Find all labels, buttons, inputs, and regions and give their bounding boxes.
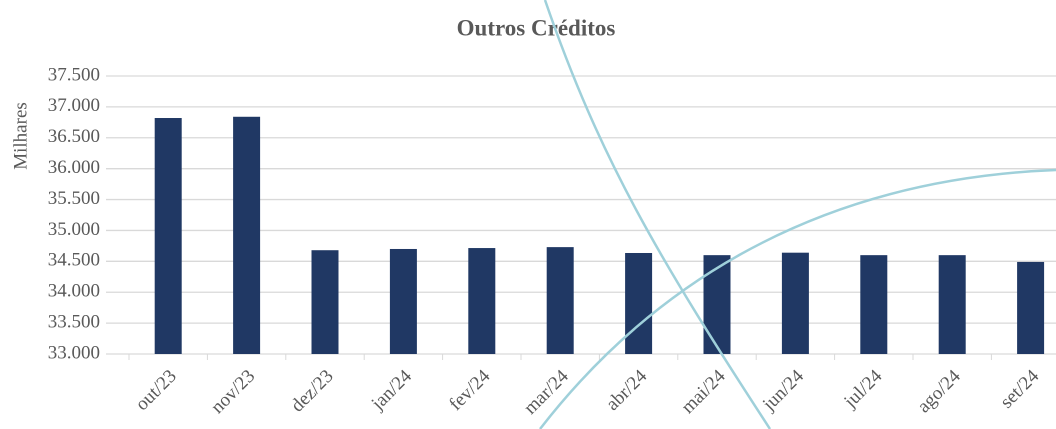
x-tick-label: jun/24 [758, 365, 808, 415]
y-tick-label: 34.000 [48, 281, 100, 302]
y-tick-label: 37.000 [48, 95, 100, 116]
bar [154, 118, 182, 355]
plot-area: 33.000 33.500 34.000 34.500 35.000 35.500 36.0… [48, 64, 1056, 419]
bar [311, 250, 339, 354]
x-tick-label: jul/24 [840, 365, 887, 412]
bar [860, 255, 888, 354]
x-tick-label: jan/24 [367, 365, 416, 414]
chart-title: Outros Créditos [457, 15, 616, 40]
bar [389, 248, 417, 354]
x-tick-label: dez/23 [287, 366, 338, 417]
bar [938, 255, 966, 354]
y-tick-label: 35.000 [48, 219, 100, 240]
bar [468, 248, 496, 354]
x-tick-label: mar/24 [520, 365, 573, 418]
x-tick-label: abr/24 [602, 365, 652, 415]
bar [703, 255, 731, 354]
y-axis-label: Milhares [10, 102, 31, 170]
y-tick-label: 37.500 [48, 64, 100, 85]
y-tick-label: 33.500 [48, 311, 100, 332]
bar [1017, 261, 1045, 354]
x-tick-label: out/23 [132, 366, 181, 415]
decorative-curve [543, 0, 772, 429]
y-tick-label: 36.000 [48, 157, 100, 178]
x-tick-label: set/24 [996, 365, 1043, 412]
y-tick-label: 34.500 [48, 250, 100, 271]
x-tick-label: mai/24 [677, 365, 730, 418]
x-tick-label: ago/24 [913, 365, 965, 417]
y-tick-label: 36.500 [48, 126, 100, 147]
bar [625, 252, 653, 354]
x-tick-label: nov/23 [207, 366, 259, 418]
decorative-curve [539, 168, 1056, 429]
bar [233, 116, 261, 354]
x-tick-label: fev/24 [445, 365, 495, 415]
y-tick-label: 35.500 [48, 188, 100, 209]
bar [781, 252, 809, 354]
bar [546, 247, 574, 354]
y-tick-label: 33.000 [48, 342, 100, 363]
